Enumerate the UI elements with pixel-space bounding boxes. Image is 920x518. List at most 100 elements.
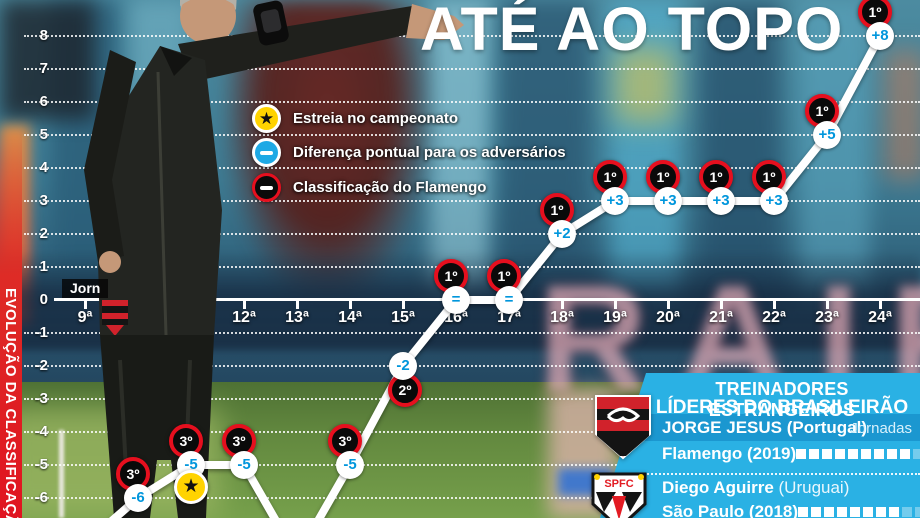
y-tick-label: 8 [39,27,48,44]
x-tick-label: 21ª [709,309,733,326]
coach-row-name: JORGE JESUS (Portugal) [662,418,867,438]
sao-paulo-crest: SPFC [591,472,647,518]
x-tick-label: 19ª [603,309,627,326]
jornada-square-filled [809,449,820,459]
jornada-square-filled [887,449,898,459]
side-banner [0,128,22,518]
jornada-square-filled [811,507,822,517]
minus-glyph [260,150,273,155]
coach-name: JORGE JESUS [662,418,782,437]
points-difference-badge: +3 [654,187,682,215]
y-tick-label: 1 [39,258,48,275]
x-tick [720,301,723,309]
panel-row-band [600,414,920,441]
panel-separator [640,473,920,475]
gridline [24,497,920,499]
coach-country: (Portugal) [786,418,868,437]
coach-row-club: São Paulo (2018) 8 [662,502,920,518]
flamengo-crest [595,395,651,460]
x-tick [879,301,882,309]
x-tick-label: 18ª [550,309,574,326]
points-difference-badge: +2 [548,220,576,248]
points-difference-badge: +3 [601,187,629,215]
jornada-square-filled [835,449,846,459]
points-difference-badge: -5 [336,451,364,479]
x-tick-label: 24ª [868,309,892,326]
x-tick [667,301,670,309]
panel-title-line1: TREINADORES ESTRANGEIROS [708,379,856,420]
minus-glyph [260,185,273,190]
y-tick-label: 3 [39,192,48,209]
panel-title-line2: LÍDERES DO BRASILEIRÃO [655,397,909,418]
jornada-square-filled [796,449,807,459]
x-tick [349,301,352,309]
y-tick-label: -6 [34,489,48,506]
x-tick-label: 13ª [285,309,309,326]
minus-blue-icon [252,138,281,167]
gridline [24,431,920,433]
coach-row-club: Flamengo (2019) 9 [662,444,920,464]
x-tick [614,301,617,309]
flamengo-jacket-crest [102,300,128,336]
gridline [24,464,920,466]
points-difference-badge: = [442,286,470,314]
x-tick-label: 17ª [497,309,521,326]
y-tick-label: 2 [39,225,48,242]
x-tick-label: 9ª [77,309,93,326]
y-tick-label: 5 [39,126,48,143]
club-year: São Paulo (2018) [662,502,799,518]
x-tick [84,301,87,309]
y-tick-label: -2 [34,357,48,374]
jornada-square-empty [915,507,920,517]
legend-label: Classificação do Flamengo [293,179,487,196]
x-tick [296,301,299,309]
jornada-square-filled [900,449,911,459]
x-tick [402,301,405,309]
jornada-square-filled [824,507,835,517]
jornada-square-filled [850,507,861,517]
jornadas-column-header: Jornadas [850,420,912,437]
jornada-square-filled [798,507,809,517]
gridline [24,167,920,169]
jornada-square-filled [822,449,833,459]
gridline [24,101,920,103]
x-tick [773,301,776,309]
jornada-square-filled [889,507,900,517]
jornada-square-empty [913,449,920,459]
points-difference-badge: +5 [813,121,841,149]
points-difference-badge: -2 [389,352,417,380]
x-axis-label: Jorn [62,279,109,298]
jornadas-squares [796,449,920,459]
legend-label: Diferença pontual para os adversários [293,144,566,161]
legend-item: Diferença pontual para os adversários [252,138,566,167]
coach-name: Diego Aguirre [662,478,774,497]
x-tick-label: 22ª [762,309,786,326]
legend-item: ★ Estreia no campeonato [252,104,458,133]
jornada-square-filled [837,507,848,517]
x-tick-label: 15ª [391,309,415,326]
star-icon: ★ [252,104,281,133]
headline: ATÉ AO TOPO [420,0,844,63]
coach-country: (Uruguai) [778,478,850,497]
gridline [24,200,920,202]
gridline [24,365,920,367]
points-difference-badge: -6 [124,484,152,512]
points-difference-badge: +3 [760,187,788,215]
gridline [24,233,920,235]
x-tick [561,301,564,309]
points-difference-badge: +3 [707,187,735,215]
legend-item: Classificação do Flamengo [252,173,486,202]
jornada-square-filled [876,507,887,517]
jornada-square-filled [863,507,874,517]
svg-text:SPFC: SPFC [604,478,633,490]
x-tick [243,301,246,309]
jornada-square-filled [848,449,859,459]
legend-label: Estreia no campeonato [293,110,459,127]
jornada-square-empty [902,507,913,517]
gridline [24,266,920,268]
y-tick-label: -4 [34,423,48,440]
coach-row-name: Diego Aguirre (Uruguai) [662,478,849,498]
y-tick-label: -3 [34,390,48,407]
